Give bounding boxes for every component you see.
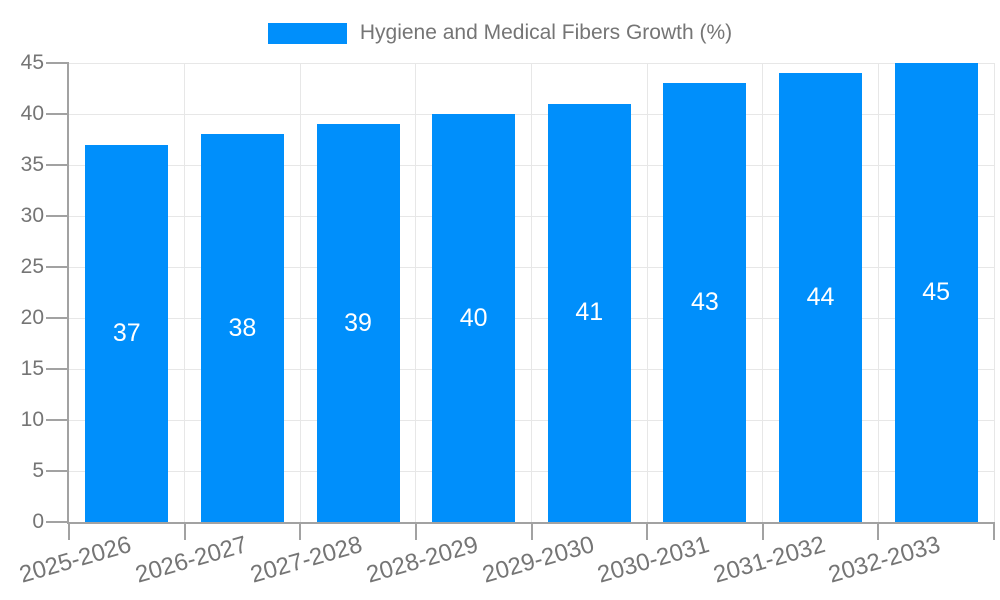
x-axis-tick — [183, 522, 186, 540]
gridline-vertical — [184, 63, 186, 522]
y-axis-tick — [46, 113, 69, 115]
y-axis-tick — [46, 62, 69, 64]
x-axis-tick-label: 2032-2033 — [825, 531, 944, 589]
y-axis-tick-label: 5 — [32, 459, 44, 482]
y-axis-tick — [46, 266, 69, 268]
y-axis-tick — [46, 215, 69, 217]
y-axis-tick-label: 45 — [20, 51, 44, 74]
x-axis-tick — [299, 522, 302, 540]
gridline-vertical — [299, 63, 301, 522]
x-axis-tick — [68, 522, 70, 540]
bar-value-label: 45 — [922, 278, 951, 306]
gridline-vertical — [993, 63, 995, 522]
x-axis-tick-label: 2030-2031 — [594, 531, 713, 589]
bar[interactable]: 41 — [547, 103, 631, 522]
y-axis-tick-label: 20 — [20, 306, 44, 329]
bar[interactable]: 44 — [779, 73, 863, 522]
x-axis-tick — [646, 522, 649, 540]
x-axis-tick-label: 2028-2029 — [363, 531, 482, 589]
bar-value-label: 44 — [806, 283, 835, 312]
x-axis-tick — [530, 522, 533, 540]
bar[interactable]: 43 — [663, 83, 747, 522]
legend-label: Hygiene and Medical Fibers Growth (%) — [359, 21, 733, 44]
bar-value-label: 40 — [459, 303, 488, 332]
x-axis-tick-label: 2027-2028 — [247, 531, 366, 589]
y-axis-tick — [46, 521, 69, 523]
x-axis-tick — [877, 522, 880, 540]
bar-value-label: 43 — [691, 288, 719, 317]
y-axis-tick — [46, 419, 69, 421]
gridline-vertical — [762, 63, 764, 522]
x-axis-tick — [761, 522, 764, 540]
y-axis-tick-label: 30 — [20, 204, 44, 227]
bar[interactable]: 45 — [894, 63, 978, 522]
bar[interactable]: 38 — [200, 134, 284, 522]
bar-value-label: 41 — [575, 298, 604, 327]
x-axis-tick — [993, 522, 995, 540]
x-axis-line — [67, 522, 994, 524]
gridline-vertical — [531, 63, 532, 522]
y-axis-tick — [46, 164, 69, 166]
bar[interactable]: 37 — [85, 144, 169, 522]
legend-item[interactable]: Hygiene and Medical Fibers Growth (%) — [0, 21, 1000, 45]
y-axis-tick-label: 0 — [32, 510, 44, 533]
y-axis-tick-label: 40 — [20, 102, 44, 125]
y-axis-tick-label: 15 — [20, 357, 44, 380]
legend-swatch-icon — [267, 22, 347, 44]
bar-value-label: 37 — [112, 318, 141, 347]
y-axis-tick — [46, 368, 69, 370]
bar-value-label: 38 — [228, 313, 257, 342]
gridline-vertical — [877, 63, 879, 522]
x-axis-tick-label: 2026-2027 — [132, 531, 250, 589]
gridline-vertical — [415, 63, 417, 522]
y-axis-tick-label: 25 — [20, 255, 44, 278]
bar[interactable]: 39 — [316, 124, 400, 522]
x-axis-tick — [414, 522, 417, 540]
y-axis-tick — [46, 470, 69, 472]
x-axis-tick-label: 2031-2032 — [710, 531, 829, 589]
x-axis-tick-label: 2025-2026 — [16, 531, 135, 589]
y-axis-tick-label: 35 — [20, 153, 44, 176]
y-axis-tick-label: 10 — [20, 408, 44, 431]
y-axis-line — [67, 63, 69, 522]
x-axis-tick-label: 2029-2030 — [478, 531, 597, 589]
gridline-vertical — [646, 63, 648, 522]
bar-value-label: 39 — [344, 308, 372, 337]
y-axis-tick — [46, 317, 69, 319]
bar[interactable]: 40 — [432, 114, 516, 522]
